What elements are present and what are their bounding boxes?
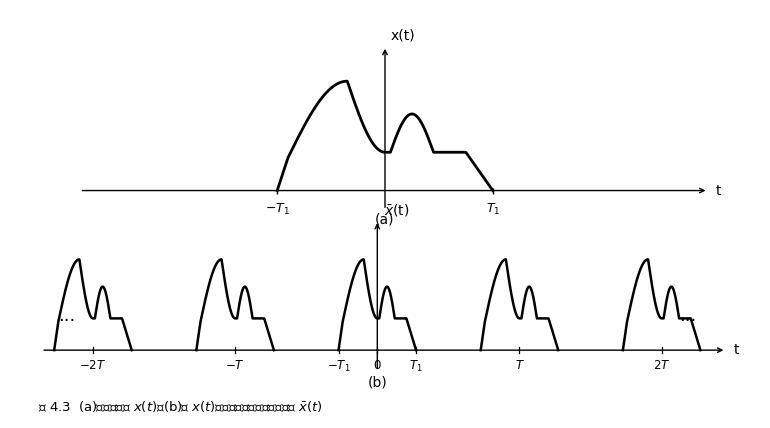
Text: (b): (b): [367, 375, 387, 389]
Text: $\bar{x}$(t): $\bar{x}$(t): [383, 202, 410, 218]
Text: ...: ...: [59, 307, 75, 325]
Text: $-T_1$: $-T_1$: [326, 359, 350, 374]
Text: x(t): x(t): [390, 28, 415, 42]
Text: $-2T$: $-2T$: [79, 359, 106, 372]
Text: ...: ...: [679, 307, 696, 325]
Text: $-T$: $-T$: [226, 359, 245, 372]
Text: $T_1$: $T_1$: [486, 202, 500, 217]
Text: 图 4.3  (a)非周期信号 $x(t)$；(b)由 $x(t)$为一个周期构成的周期信号 $\bar{x}(t)$: 图 4.3 (a)非周期信号 $x(t)$；(b)由 $x(t)$为一个周期构成…: [38, 399, 323, 414]
Text: $0$: $0$: [373, 359, 382, 372]
Text: (a): (a): [375, 212, 395, 226]
Text: $-T_1$: $-T_1$: [265, 202, 290, 217]
Text: $T$: $T$: [514, 359, 524, 372]
Text: t: t: [734, 343, 739, 357]
Text: $T_1$: $T_1$: [409, 359, 423, 374]
Text: t: t: [715, 184, 721, 198]
Text: $2T$: $2T$: [653, 359, 671, 372]
